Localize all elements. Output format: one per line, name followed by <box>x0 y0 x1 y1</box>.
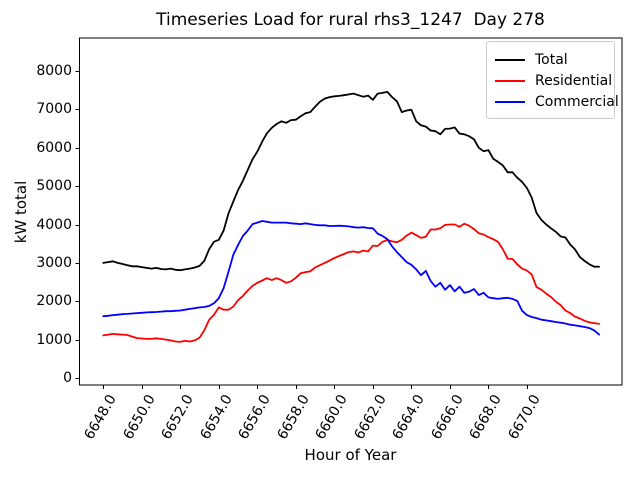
chart-title: Timeseries Load for rural rhs3_1247 Day … <box>156 10 545 30</box>
total-line <box>102 91 600 272</box>
legend-label-total: Total <box>535 51 568 68</box>
x-axis-label: Hour of Year <box>304 446 397 464</box>
y-tick-label: 5000 <box>36 178 72 195</box>
legend-item-residential: Residential <box>495 70 612 91</box>
legend-label-commercial: Commercial <box>535 93 619 110</box>
residential-line-sample-icon <box>495 79 525 82</box>
y-tick-label: 0 <box>63 370 72 386</box>
residential-line <box>102 222 600 343</box>
legend-item-total: Total <box>495 49 606 70</box>
y-tick-label: 3000 <box>36 254 72 271</box>
legend-label-residential: Residential <box>535 72 613 89</box>
y-tick-label: 2000 <box>36 293 72 310</box>
y-tick-label: 1000 <box>36 331 72 348</box>
total-line-sample-icon <box>495 58 525 61</box>
tick-marks <box>75 71 528 389</box>
legend-item-commercial: Commercial <box>495 91 619 112</box>
series-lines <box>102 91 600 343</box>
y-tick-label: 4000 <box>36 216 72 233</box>
y-axis-label: kW total <box>12 180 30 244</box>
y-tick-label: 8000 <box>36 63 72 79</box>
commercial-line <box>102 220 600 336</box>
legend: Total Residential Commercial <box>486 41 619 119</box>
y-tick-label: 7000 <box>36 101 72 118</box>
commercial-line-sample-icon <box>495 100 525 103</box>
y-tick-label: 6000 <box>36 139 72 156</box>
